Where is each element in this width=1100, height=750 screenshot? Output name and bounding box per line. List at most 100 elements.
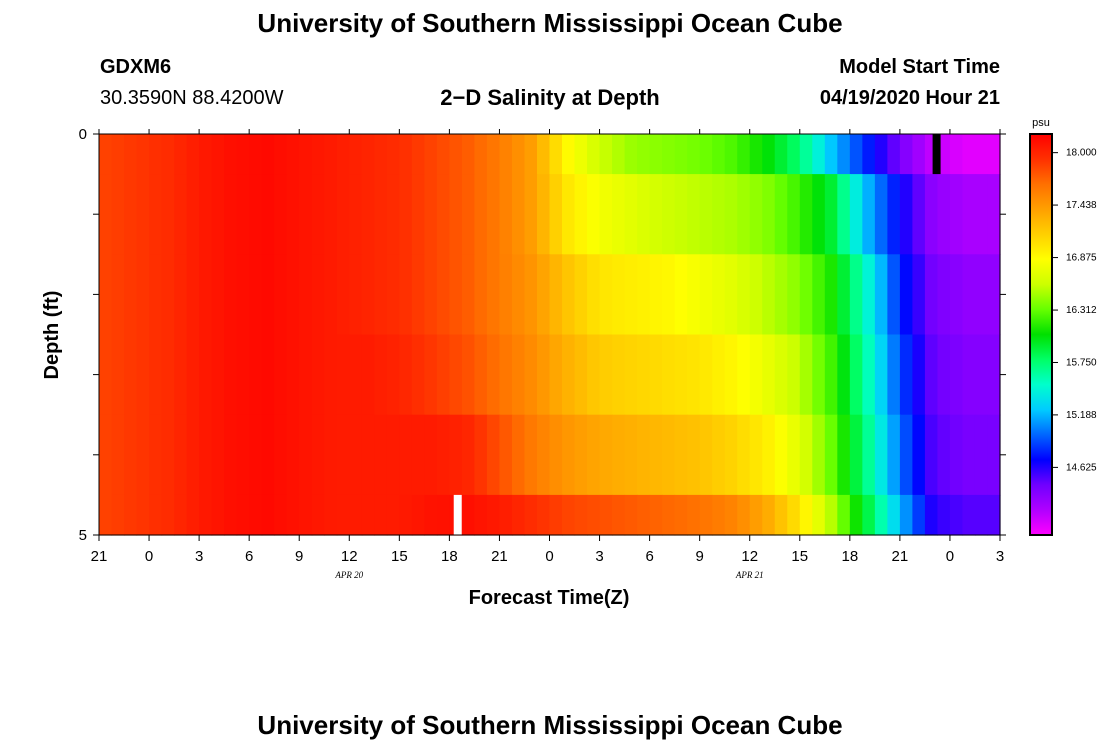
heatmap-cell: [124, 334, 138, 416]
heatmap-cell: [436, 174, 450, 255]
heatmap-cell: [824, 134, 838, 175]
heatmap-cell: [687, 334, 701, 416]
heatmap-cell: [486, 254, 501, 336]
heatmap-cell: [124, 254, 138, 336]
heatmap-cell: [699, 134, 713, 175]
heatmap-cell: [637, 134, 651, 175]
heatmap-cell: [887, 494, 901, 536]
heatmap-cell: [837, 134, 851, 175]
x-date-label: APR 20: [334, 570, 363, 580]
heatmap-cell: [687, 174, 701, 255]
heatmap-cell: [724, 134, 738, 175]
heatmap-cell: [461, 254, 476, 336]
heatmap-cell: [524, 254, 538, 336]
heatmap-cell: [474, 134, 488, 175]
heatmap-cell: [774, 494, 788, 536]
heatmap-cell: [224, 414, 238, 496]
model-start-time: 04/19/2020 Hour 21: [819, 87, 1000, 109]
heatmap-cell: [699, 414, 713, 496]
heatmap-cell: [949, 254, 964, 336]
heatmap-cell: [399, 174, 413, 255]
heatmap-cell: [386, 254, 400, 336]
heatmap-cell: [887, 334, 901, 416]
heatmap-cell: [499, 254, 513, 336]
heatmap-cell: [249, 494, 263, 536]
heatmap-cell: [649, 134, 663, 175]
heatmap-cell: [899, 494, 913, 536]
station-id: GDXM6: [100, 56, 172, 78]
heatmap-cell: [974, 254, 989, 336]
heatmap-cell: [211, 334, 225, 416]
heatmap-cell: [386, 174, 400, 255]
colorbar-gradient: [1029, 133, 1053, 536]
heatmap-cell: [937, 134, 951, 175]
heatmap-cell: [236, 254, 250, 336]
heatmap-cell: [436, 414, 450, 496]
heatmap-cell: [637, 494, 651, 536]
heatmap-cell: [186, 134, 200, 175]
heatmap-cell: [674, 334, 688, 416]
heatmap-cell: [286, 494, 300, 536]
heatmap-cell: [361, 254, 375, 336]
x-tick-label: 21: [892, 548, 909, 565]
heatmap-cell: [311, 414, 325, 496]
heatmap-cell: [474, 334, 488, 416]
heatmap-cell: [111, 174, 125, 255]
heatmap-cell: [474, 494, 488, 536]
heatmap-cell: [224, 174, 238, 255]
heatmap-cell: [349, 134, 363, 175]
heatmap-cell: [349, 254, 363, 336]
heatmap-cell: [987, 254, 1001, 336]
heatmap-cell: [674, 174, 688, 255]
heatmap-cell: [324, 174, 338, 255]
x-tick-label: 9: [295, 548, 303, 565]
heatmap-cell: [536, 174, 551, 255]
heatmap-cell: [812, 174, 826, 255]
heatmap-cell: [874, 134, 888, 175]
heatmap-cell: [486, 334, 501, 416]
heatmap-cell: [724, 334, 738, 416]
heatmap-cell: [286, 414, 300, 496]
heatmap-cell: [374, 254, 388, 336]
heatmap-cell: [249, 414, 263, 496]
heatmap-cell: [424, 134, 438, 175]
heatmap-cell: [949, 134, 964, 175]
heatmap-cell: [899, 254, 913, 336]
heatmap-cell: [737, 254, 751, 336]
heatmap-cell: [812, 334, 826, 416]
heatmap-cell: [874, 414, 888, 496]
heatmap-cell: [361, 494, 375, 536]
heatmap-cell: [774, 254, 788, 336]
heatmap-cell: [536, 334, 551, 416]
heatmap-cell: [311, 494, 325, 536]
heatmap-cell: [386, 334, 400, 416]
heatmap-cell: [499, 134, 513, 175]
heatmap-cell: [174, 414, 188, 496]
heatmap-cell: [161, 134, 175, 175]
heatmap-cell: [424, 494, 438, 536]
heatmap-cell: [186, 254, 200, 336]
x-tick-label: 6: [645, 548, 653, 565]
heatmap-cell: [374, 334, 388, 416]
heatmap-cell: [837, 174, 851, 255]
x-tick-label: 21: [491, 548, 508, 565]
heatmap-cell: [486, 134, 501, 175]
heatmap-cell: [174, 134, 188, 175]
heatmap-cell: [687, 494, 701, 536]
heatmap-cell: [149, 334, 163, 416]
colorbar-tick-label: 15.188: [1066, 410, 1097, 421]
heatmap-cell: [562, 254, 576, 336]
heatmap-cell: [261, 254, 275, 336]
heatmap-cell: [136, 254, 150, 336]
heatmap-cell: [949, 414, 964, 496]
heatmap-cell: [637, 334, 651, 416]
heatmap-cell: [762, 174, 776, 255]
heatmap-cell: [411, 334, 425, 416]
heatmap-cell: [274, 174, 288, 255]
heatmap-cell: [887, 134, 901, 175]
heatmap-cell: [111, 494, 125, 536]
colorbar-unit: psu: [1032, 117, 1050, 129]
heatmap-cell: [974, 134, 989, 175]
heatmap-cell: [99, 254, 113, 336]
heatmap-cell: [399, 334, 413, 416]
